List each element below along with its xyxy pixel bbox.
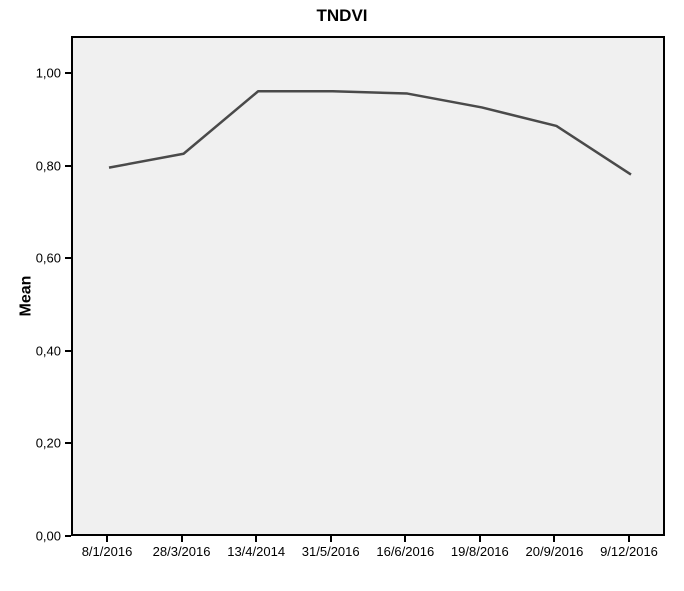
y-tick-label: 1,00 bbox=[0, 66, 61, 81]
x-tick-label: 31/5/2016 bbox=[302, 544, 360, 559]
x-tick-label: 20/9/2016 bbox=[526, 544, 584, 559]
tndvi-line-chart: TNDVI Mean 0,00 0,20 0,40 0,60 0,80 1,00 8/1/2… bbox=[0, 0, 684, 591]
x-tick-label: 8/1/2016 bbox=[82, 544, 133, 559]
x-tick-mark bbox=[106, 536, 108, 542]
y-tick-label: 0,20 bbox=[0, 436, 61, 451]
y-tick-mark bbox=[65, 350, 71, 352]
y-tick-mark bbox=[65, 165, 71, 167]
x-tick-label: 9/12/2016 bbox=[600, 544, 658, 559]
x-tick-mark bbox=[628, 536, 630, 542]
x-tick-label: 16/6/2016 bbox=[376, 544, 434, 559]
y-axis-label: Mean bbox=[17, 275, 35, 316]
y-tick-label: 0,80 bbox=[0, 158, 61, 173]
x-tick-label: 19/8/2016 bbox=[451, 544, 509, 559]
x-tick-mark bbox=[255, 536, 257, 542]
y-tick-mark bbox=[65, 72, 71, 74]
y-tick-label: 0,00 bbox=[0, 529, 61, 544]
x-tick-mark bbox=[404, 536, 406, 542]
y-tick-mark bbox=[65, 442, 71, 444]
y-tick-label: 0,60 bbox=[0, 251, 61, 266]
series-line bbox=[109, 91, 631, 174]
x-tick-mark bbox=[181, 536, 183, 542]
y-tick-mark bbox=[65, 257, 71, 259]
x-tick-mark bbox=[553, 536, 555, 542]
data-line bbox=[73, 38, 667, 538]
x-tick-label: 13/4/2014 bbox=[227, 544, 285, 559]
plot-area bbox=[71, 36, 665, 536]
x-tick-mark bbox=[330, 536, 332, 542]
chart-title: TNDVI bbox=[0, 6, 684, 26]
y-tick-label: 0,40 bbox=[0, 343, 61, 358]
x-tick-label: 28/3/2016 bbox=[153, 544, 211, 559]
x-tick-mark bbox=[479, 536, 481, 542]
y-tick-mark bbox=[65, 535, 71, 537]
